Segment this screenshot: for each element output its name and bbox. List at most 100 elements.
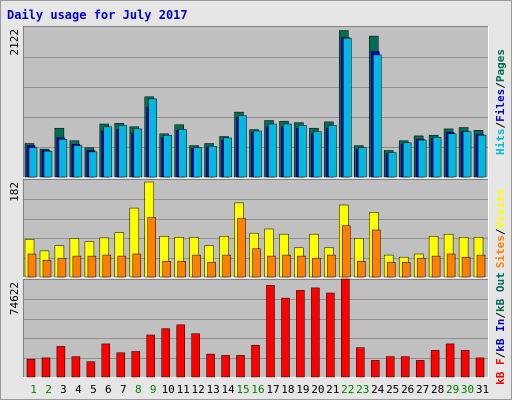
bar-sites-day-28 — [431, 255, 441, 278]
bar-kbf-day-28 — [430, 350, 440, 378]
bar-hits-day-19 — [298, 125, 307, 178]
bar-kbf-day-29 — [445, 343, 455, 378]
day-label-30: 30 — [461, 383, 474, 396]
day-label-12: 12 — [191, 383, 204, 396]
bar-sites-day-10 — [162, 261, 171, 278]
bar-sites-day-16 — [252, 248, 261, 278]
legend-entry: Visits — [494, 189, 507, 229]
bar-hits-day-29 — [447, 133, 457, 178]
legend-2: Sites/Visits — [494, 189, 507, 269]
day-label-11: 11 — [177, 383, 190, 396]
legend-entry: / — [494, 82, 507, 89]
bar-sites-day-18 — [282, 254, 291, 278]
day-label-16: 16 — [251, 383, 264, 396]
bar-hits-day-8 — [133, 128, 143, 178]
day-label-6: 6 — [105, 383, 112, 396]
bar-sites-day-29 — [446, 253, 456, 278]
bar-hits-day-28 — [432, 136, 442, 178]
bar-hits-day-30 — [462, 131, 472, 178]
bar-hits-day-11 — [178, 129, 187, 178]
bar-sites-day-17 — [267, 255, 276, 278]
day-label-27: 27 — [416, 383, 429, 396]
bar-sites-day-14 — [222, 254, 231, 278]
day-label-24: 24 — [371, 383, 385, 396]
bar-kbf-day-14 — [221, 355, 230, 378]
day-label-7: 7 — [120, 383, 127, 396]
day-label-17: 17 — [266, 383, 279, 396]
legend-entry: kB Out — [494, 272, 507, 312]
bar-hits-day-26 — [402, 142, 412, 178]
bar-sites-day-4 — [72, 255, 82, 278]
bar-kbf-day-30 — [460, 350, 470, 378]
legend-entry: Hits — [494, 129, 507, 156]
bar-hits-day-5 — [88, 151, 98, 178]
bar-sites-day-19 — [297, 255, 306, 278]
bar-kbf-day-3 — [56, 346, 66, 378]
bar-hits-day-12 — [193, 147, 202, 178]
day-label-22: 22 — [341, 383, 354, 396]
bar-sites-day-27 — [416, 257, 426, 278]
bar-sites-day-26 — [401, 262, 411, 278]
bar-sites-day-7 — [117, 255, 127, 278]
day-label-25: 25 — [386, 383, 399, 396]
y-max-label: 2122 — [8, 29, 21, 56]
day-label-1: 1 — [30, 383, 37, 396]
bar-sites-day-31 — [476, 254, 486, 278]
bar-kbf-day-1 — [26, 358, 36, 378]
bar-kbf-day-15 — [236, 355, 245, 378]
chart-title: Daily usage for July 2017 — [7, 8, 188, 22]
day-label-2: 2 — [45, 383, 52, 396]
bar-hits-day-7 — [118, 125, 128, 178]
bar-kbf-day-7 — [116, 352, 126, 378]
legend-entry: kB F — [494, 358, 507, 385]
day-label-14: 14 — [221, 383, 235, 396]
bar-kbf-day-5 — [86, 361, 96, 378]
chart-panels: 2122Hits/Files/Pages182Sites/Visits74622… — [8, 26, 507, 385]
bar-hits-day-23 — [358, 147, 367, 178]
bar-sites-day-13 — [207, 262, 216, 278]
day-label-9: 9 — [150, 383, 157, 396]
bar-kbf-day-8 — [131, 351, 141, 378]
day-label-4: 4 — [75, 383, 82, 396]
bar-hits-day-27 — [417, 139, 427, 178]
bar-sites-day-12 — [192, 254, 201, 278]
bar-kbf-day-18 — [281, 297, 290, 378]
bar-kbf-day-24 — [371, 360, 380, 378]
bar-hits-day-17 — [268, 123, 277, 178]
day-label-10: 10 — [162, 383, 175, 396]
day-label-28: 28 — [431, 383, 444, 396]
bar-hits-day-10 — [163, 134, 172, 178]
bar-kbf-day-21 — [326, 292, 335, 378]
bar-hits-day-22 — [343, 37, 352, 178]
bar-sites-day-11 — [177, 261, 186, 278]
bar-kbf-day-17 — [266, 285, 275, 378]
bar-sites-day-30 — [461, 256, 471, 278]
bar-kbf-day-22 — [341, 278, 350, 378]
bar-sites-day-3 — [57, 257, 67, 278]
bar-kbf-day-26 — [400, 356, 410, 378]
bar-hits-day-3 — [58, 139, 68, 178]
bar-sites-day-21 — [327, 254, 336, 278]
bar-kbf-day-2 — [41, 357, 51, 378]
bar-hits-day-20 — [313, 131, 322, 178]
bar-sites-day-20 — [312, 257, 321, 278]
legend-entry: / — [494, 351, 507, 358]
bar-sites-day-22 — [342, 225, 351, 278]
day-label-21: 21 — [326, 383, 339, 396]
bar-sites-day-2 — [42, 260, 52, 278]
day-label-20: 20 — [311, 383, 324, 396]
day-label-18: 18 — [281, 383, 294, 396]
day-label-8: 8 — [135, 383, 142, 396]
bar-hits-day-13 — [208, 146, 217, 178]
bar-kbf-day-6 — [101, 343, 111, 378]
day-axis-labels: 1 2 3 4 5 6 7 8 9 10 11 12 13 14 15 16 17 18 19 20 21 22 23 24 2… — [30, 383, 489, 396]
bar-hits-day-31 — [477, 134, 487, 178]
bar-kbf-day-27 — [415, 360, 425, 378]
panel-2: 182 Sites/Visits — [8, 179, 507, 278]
day-label-19: 19 — [296, 383, 309, 396]
bar-kbf-day-16 — [251, 344, 260, 378]
day-label-31: 31 — [476, 383, 489, 396]
bar-hits-day-25 — [387, 152, 397, 178]
y-max-label: 74622 — [8, 282, 21, 315]
